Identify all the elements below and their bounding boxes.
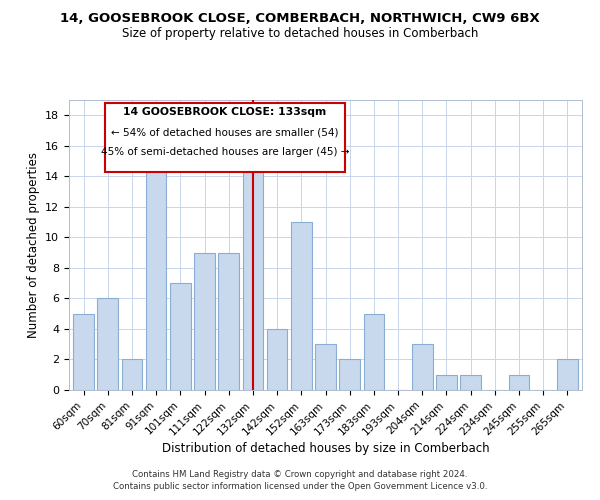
Bar: [73, 314, 94, 390]
Bar: [170, 283, 191, 390]
Bar: [412, 344, 433, 390]
Bar: [291, 222, 311, 390]
Bar: [509, 374, 529, 390]
Text: 14 GOOSEBROOK CLOSE: 133sqm: 14 GOOSEBROOK CLOSE: 133sqm: [124, 107, 327, 117]
Bar: [267, 329, 287, 390]
Text: 14, GOOSEBROOK CLOSE, COMBERBACH, NORTHWICH, CW9 6BX: 14, GOOSEBROOK CLOSE, COMBERBACH, NORTHW…: [60, 12, 540, 26]
Text: Contains HM Land Registry data © Crown copyright and database right 2024.: Contains HM Land Registry data © Crown c…: [132, 470, 468, 479]
Bar: [436, 374, 457, 390]
Bar: [242, 161, 263, 390]
Bar: [315, 344, 336, 390]
X-axis label: Distribution of detached houses by size in Comberbach: Distribution of detached houses by size …: [161, 442, 490, 455]
Bar: [218, 252, 239, 390]
Bar: [97, 298, 118, 390]
Bar: [194, 252, 215, 390]
Bar: [122, 360, 142, 390]
Y-axis label: Number of detached properties: Number of detached properties: [26, 152, 40, 338]
Text: Size of property relative to detached houses in Comberbach: Size of property relative to detached ho…: [122, 28, 478, 40]
Bar: [146, 161, 166, 390]
Text: ← 54% of detached houses are smaller (54): ← 54% of detached houses are smaller (54…: [112, 128, 339, 138]
Text: 45% of semi-detached houses are larger (45) →: 45% of semi-detached houses are larger (…: [101, 147, 349, 157]
Text: Contains public sector information licensed under the Open Government Licence v3: Contains public sector information licen…: [113, 482, 487, 491]
FancyBboxPatch shape: [105, 103, 345, 172]
Bar: [364, 314, 384, 390]
Bar: [460, 374, 481, 390]
Bar: [557, 360, 578, 390]
Bar: [340, 360, 360, 390]
